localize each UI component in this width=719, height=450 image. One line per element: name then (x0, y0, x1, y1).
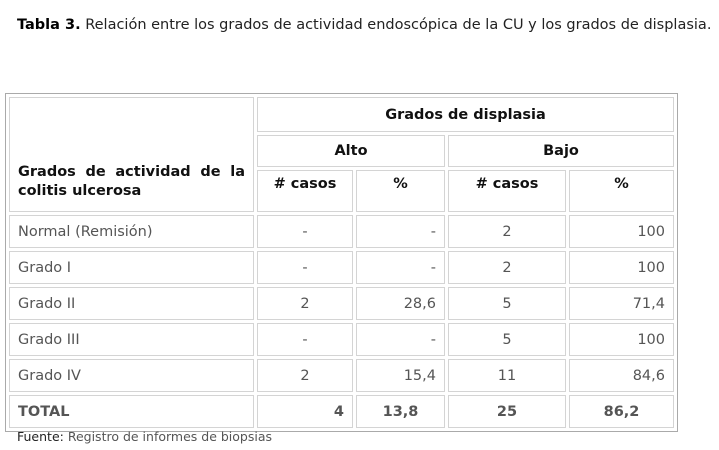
table-cell: - (257, 251, 353, 284)
table-cell: - (257, 323, 353, 356)
table-cell: 15,4 (356, 359, 445, 392)
dysplasia-table: Grados de actividad de la colitis ulcero… (5, 93, 678, 432)
total-row: TOTAL 4 13,8 25 86,2 (9, 395, 674, 428)
table-caption: Tabla 3. Relación entre los grados de ac… (17, 15, 717, 36)
table-cell: 25 (448, 395, 566, 428)
table-cell: 28,6 (356, 287, 445, 320)
col-header: % (356, 170, 445, 212)
subgroup-bajo: Bajo (448, 135, 674, 167)
footnote-label: Fuente: (17, 429, 64, 444)
group-header: Grados de displasia (257, 97, 674, 132)
footnote-text: Registro de informes de biopsias (63, 429, 273, 444)
row-label: Grado I (9, 251, 254, 284)
row-label: Grado IV (9, 359, 254, 392)
table-cell: 5 (448, 287, 566, 320)
table-cell: - (257, 215, 353, 248)
table-cell: - (356, 251, 445, 284)
table-cell: 2 (448, 251, 566, 284)
table-cell: - (356, 215, 445, 248)
table-cell: 2 (257, 287, 353, 320)
table-cell: 71,4 (569, 287, 674, 320)
table-cell: 13,8 (356, 395, 445, 428)
table-row: Grado III - -5 100 (9, 323, 674, 356)
table-row: Grado I - -2 100 (9, 251, 674, 284)
row-label: TOTAL (9, 395, 254, 428)
table-cell: 86,2 (569, 395, 674, 428)
caption-label: Tabla 3. (17, 17, 81, 33)
table-cell: 2 (257, 359, 353, 392)
table-cell: 11 (448, 359, 566, 392)
table-row: Normal (Remisión) - -2 100 (9, 215, 674, 248)
table-row: Grado II 2 28,6 5 71,4 (9, 287, 674, 320)
row-label: Grado II (9, 287, 254, 320)
col-header: # casos (257, 170, 353, 212)
caption-text: Relación entre los grados de actividad e… (80, 17, 712, 33)
row-label: Grado III (9, 323, 254, 356)
table-cell: - (356, 323, 445, 356)
table-cell: 100 (569, 323, 674, 356)
table-cell: 100 (569, 251, 674, 284)
table-cell: 84,6 (569, 359, 674, 392)
row-label: Normal (Remisión) (9, 215, 254, 248)
table-cell: 4 (257, 395, 353, 428)
footnote: Fuente: Registro de informes de biopsias (17, 429, 272, 444)
table-cell: 2 (448, 215, 566, 248)
table-cell: 5 (448, 323, 566, 356)
col-header: % (569, 170, 674, 212)
table-cell: 100 (569, 215, 674, 248)
table-row: Grado IV 2 15,4 11 84,6 (9, 359, 674, 392)
subgroup-alto: Alto (257, 135, 445, 167)
row-header: Grados de actividad de la colitis ulcero… (9, 97, 254, 212)
col-header: # casos (448, 170, 566, 212)
